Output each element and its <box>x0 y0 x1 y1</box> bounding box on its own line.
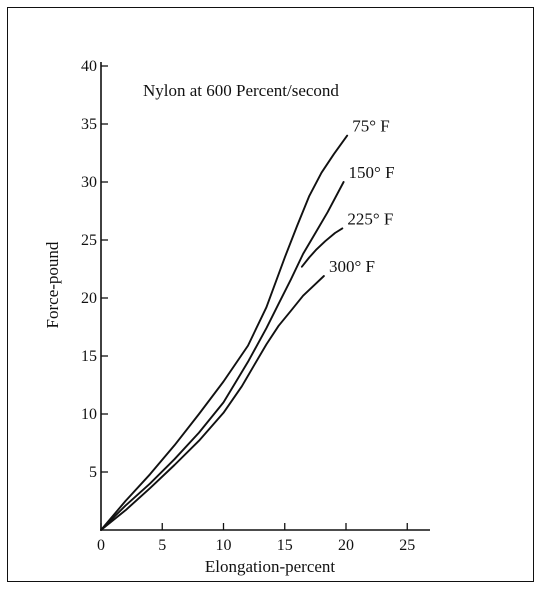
y-tick-label: 15 <box>81 348 97 365</box>
y-tick-label: 25 <box>81 232 97 249</box>
series-line <box>300 227 344 268</box>
series-label: 300° F <box>329 257 375 276</box>
y-tick-label: 35 <box>81 116 97 133</box>
y-tick-label: 30 <box>81 174 97 191</box>
x-tick-label: 25 <box>399 537 415 554</box>
x-tick-label: 20 <box>338 537 354 554</box>
y-tick-label: 10 <box>81 406 97 423</box>
series-line <box>100 134 349 531</box>
y-tick-label: 40 <box>81 58 97 75</box>
chart-title: Nylon at 600 Percent/second <box>143 81 339 100</box>
x-axis-label: Elongation-percent <box>205 557 336 576</box>
y-axis-label: Force-pound <box>43 241 62 328</box>
x-tick-label: 0 <box>97 537 105 554</box>
x-tick-label: 10 <box>216 537 232 554</box>
series-label: 150° F <box>349 163 395 182</box>
x-tick-label: 15 <box>277 537 293 554</box>
series-label: 225° F <box>347 209 393 228</box>
x-tick-label: 5 <box>158 537 166 554</box>
y-tick-label: 20 <box>81 290 97 307</box>
series-line <box>100 275 325 531</box>
series-label: 75° F <box>352 117 390 136</box>
y-tick-label: 5 <box>89 464 97 481</box>
series-line <box>100 181 345 531</box>
